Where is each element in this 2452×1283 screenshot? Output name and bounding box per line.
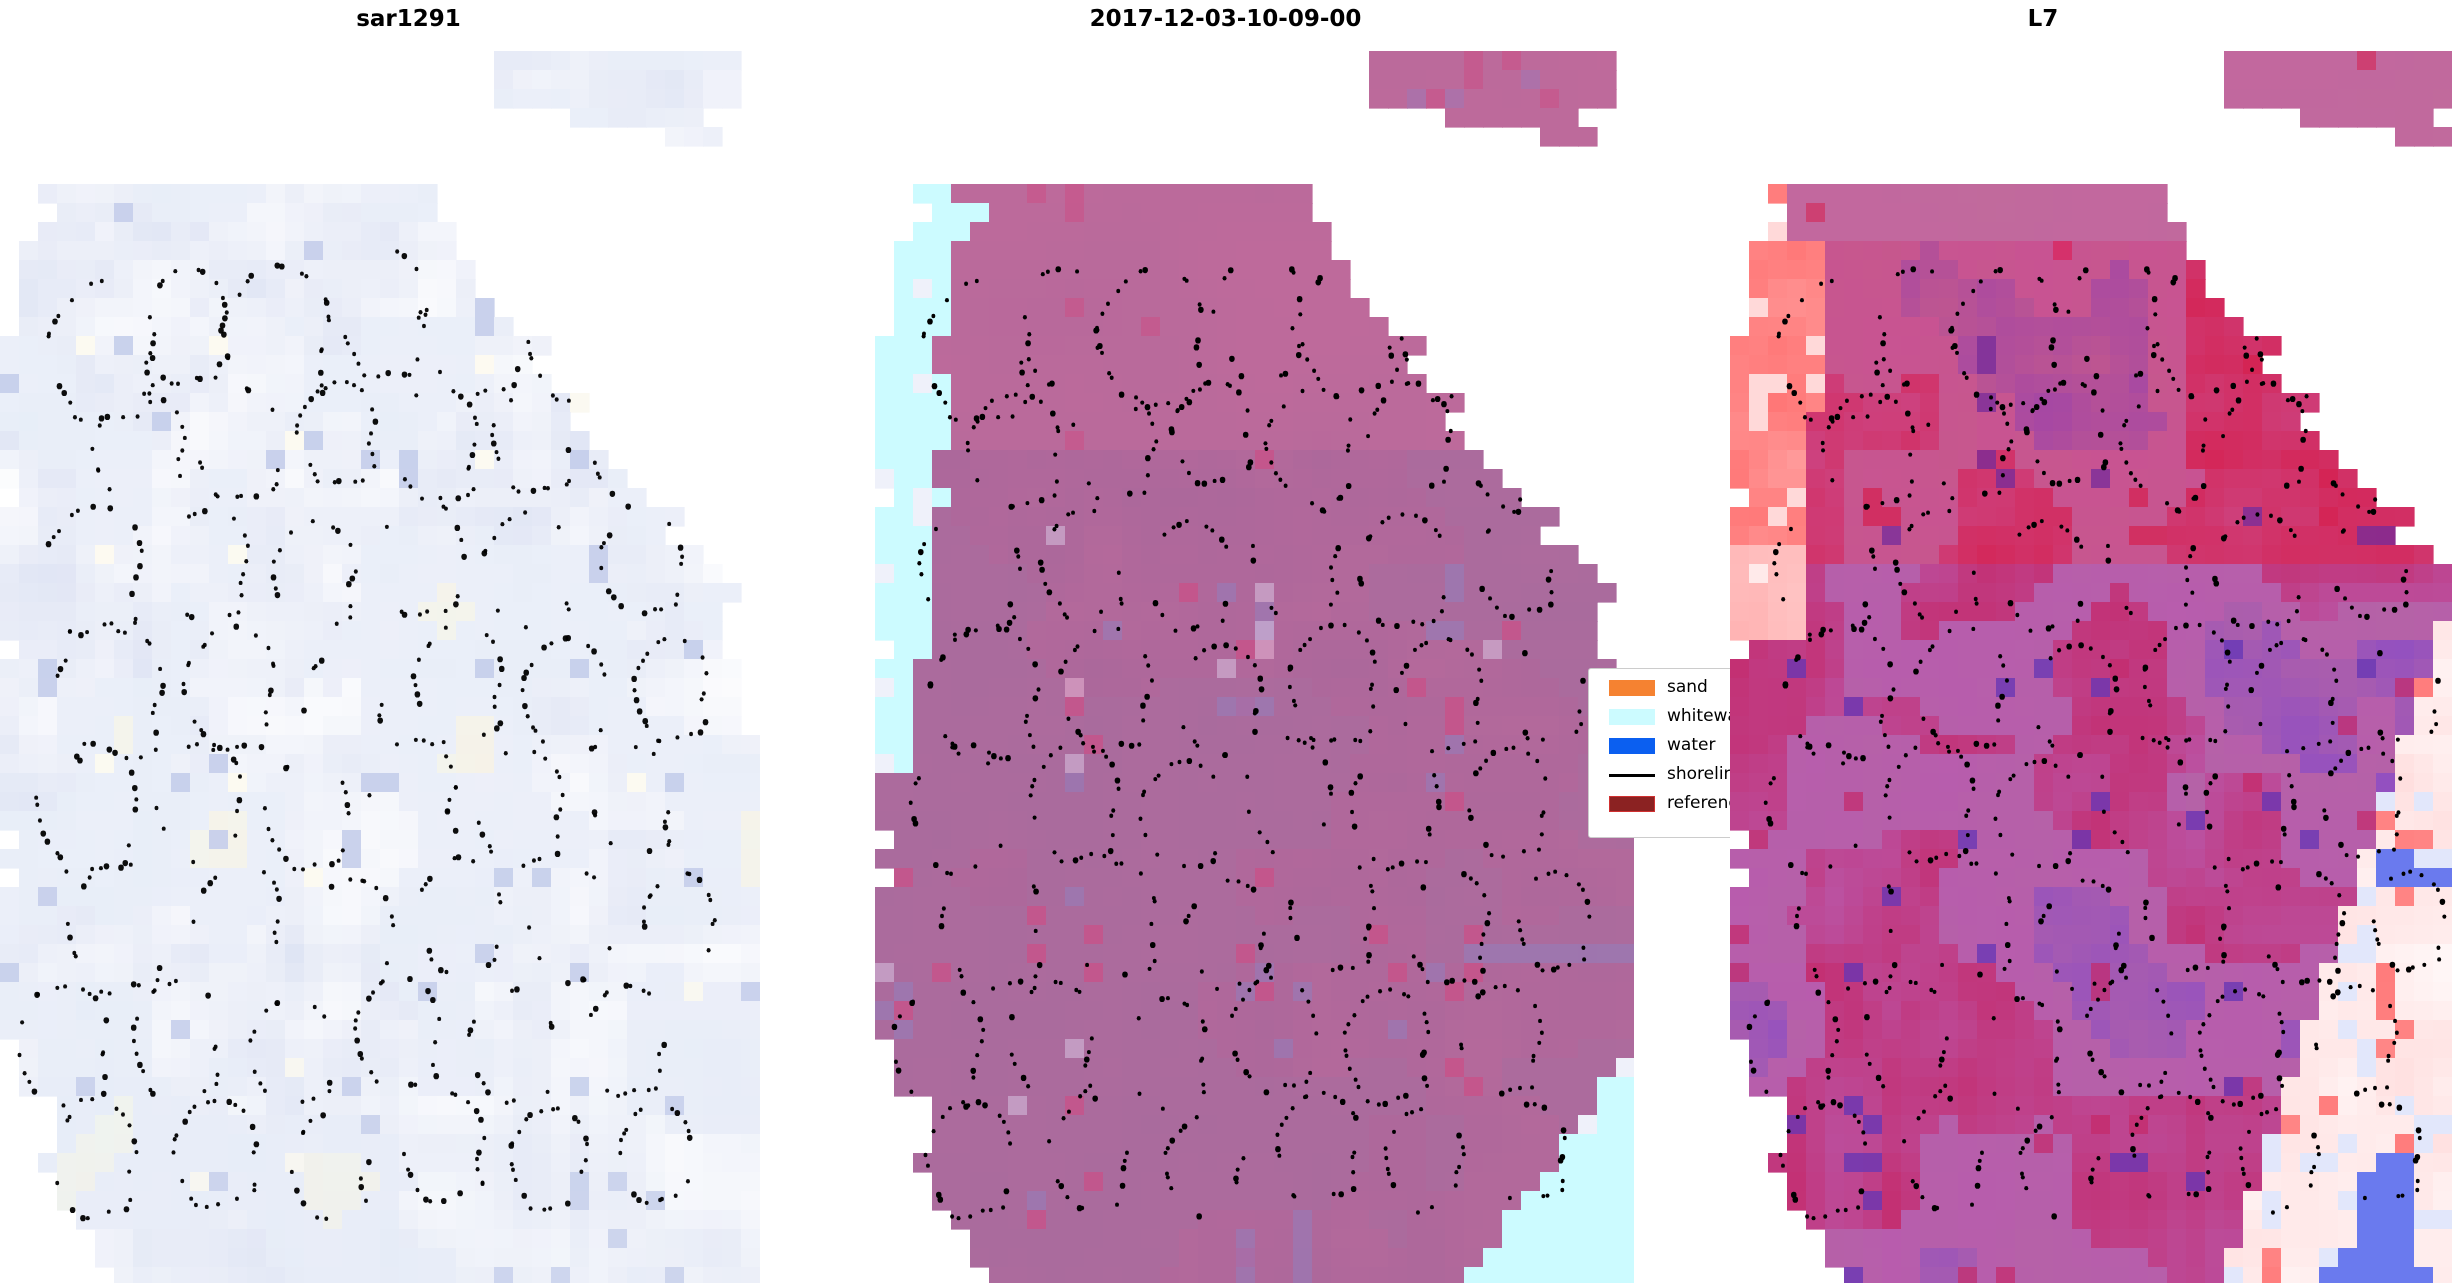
sand-swatch-icon bbox=[1609, 680, 1655, 696]
legend-item-whitewater[interactable]: whitewater bbox=[1589, 702, 1730, 731]
legend: sand whitewater water shoreline referenc… bbox=[1588, 664, 1730, 844]
legend-item-water[interactable]: water bbox=[1589, 731, 1730, 760]
legend-item-sand[interactable]: sand bbox=[1589, 673, 1730, 702]
water-swatch-icon bbox=[1609, 738, 1655, 754]
panel-title-0: sar1291 bbox=[356, 6, 461, 32]
legend-item-shoreline[interactable]: shoreline bbox=[1589, 760, 1730, 789]
raster-image-classified bbox=[875, 32, 1634, 1283]
whitewater-swatch-icon bbox=[1609, 709, 1655, 725]
panel-title-1: 2017-12-03-10-09-00 bbox=[1089, 6, 1362, 32]
legend-label-sand: sand bbox=[1667, 677, 1708, 697]
panel-title-2: L7 bbox=[2027, 6, 2059, 32]
panel-l7: L7 bbox=[1634, 0, 2452, 1283]
panel-sar1291: sar1291 bbox=[0, 0, 817, 1283]
reference-swatch-icon bbox=[1609, 796, 1655, 812]
legend-label-shoreline: shoreline bbox=[1667, 764, 1730, 784]
raster-image-sar1291 bbox=[0, 32, 760, 1283]
raster-image-l7 bbox=[1730, 32, 2452, 1283]
legend-item-reference[interactable]: reference bbox=[1589, 789, 1730, 818]
panel-2017-12-03-10-09-00: 2017-12-03-10-09-00 bbox=[817, 0, 1634, 1283]
legend-box: sand whitewater water shoreline referenc… bbox=[1588, 668, 1730, 838]
legend-label-reference: reference bbox=[1667, 793, 1730, 813]
shoreline-line-icon bbox=[1609, 774, 1655, 777]
legend-label-water: water bbox=[1667, 735, 1716, 755]
legend-label-whitewater: whitewater bbox=[1667, 706, 1730, 726]
